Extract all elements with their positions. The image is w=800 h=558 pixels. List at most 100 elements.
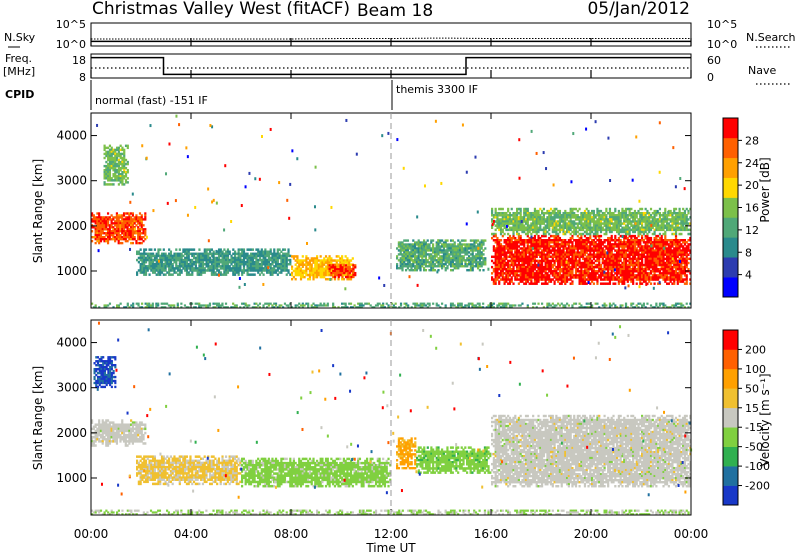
heatmap-cell — [484, 263, 486, 265]
date-label: 05/Jan/2012 — [587, 0, 690, 19]
heatmap-cell — [554, 282, 556, 284]
heatmap-cell — [337, 278, 339, 280]
heatmap-cell — [518, 233, 520, 235]
cpid-mode-themis: themis 3300 IF — [396, 83, 478, 96]
heatmap-cell — [500, 239, 502, 241]
heatmap-cell — [112, 183, 114, 185]
heatmap-cell — [593, 282, 595, 284]
heatmap-cell — [512, 282, 514, 284]
heatmap-cell — [548, 233, 550, 235]
heatmap-cell — [334, 278, 336, 280]
heatmap-cell — [484, 247, 486, 249]
heatmap-cell — [482, 253, 484, 255]
freq-label-line1: Freq. — [5, 52, 32, 65]
heatmap-cell — [127, 177, 129, 179]
heatmap-cell — [107, 242, 109, 244]
heatmap-cell — [632, 282, 634, 284]
heatmap-cell — [179, 248, 181, 250]
nsearch-tick-bottom: 10^0 — [707, 38, 737, 51]
heatmap-cell — [309, 278, 311, 280]
freq-label-line2: [MHz] — [3, 65, 35, 78]
heatmap-cell — [686, 282, 688, 284]
freq-tick-top: 18 — [72, 54, 86, 67]
heatmap-cell — [511, 208, 513, 210]
nave-label: Nave — [748, 64, 776, 77]
heatmap-cell — [238, 273, 240, 275]
heatmap-cell — [150, 248, 152, 250]
heatmap-cell — [198, 248, 200, 250]
heatmap-cell — [354, 266, 356, 268]
heatmap-cell — [446, 267, 448, 269]
heatmap-cell — [142, 224, 144, 226]
heatmap-cell — [148, 273, 150, 275]
freq-series — [91, 58, 691, 78]
heatmap-cell — [401, 269, 403, 271]
heatmap-cell — [343, 278, 345, 280]
heatmap-cell — [163, 248, 165, 250]
heatmap-cell — [484, 239, 486, 241]
heatmap-cell — [107, 212, 109, 214]
heatmap-cell — [495, 282, 497, 284]
heatmap-cell — [498, 282, 500, 284]
heatmap-cell — [596, 282, 598, 284]
heatmap-cell — [427, 239, 429, 241]
heatmap-cell — [262, 273, 264, 275]
heatmap-cell — [354, 274, 356, 276]
heatmap-cell — [193, 248, 195, 250]
heatmap-cell — [252, 248, 254, 250]
heatmap-cell — [320, 255, 322, 257]
heatmap-cell — [121, 242, 123, 244]
heatmap-cell — [145, 273, 147, 275]
heatmap-cell — [543, 208, 545, 210]
heatmap-cell — [479, 269, 481, 271]
heatmap-cell — [181, 271, 183, 273]
heatmap-cell — [145, 248, 147, 250]
heatmap-cell — [127, 171, 129, 173]
nsky-series — [91, 38, 691, 46]
heatmap-cell — [127, 163, 129, 165]
heatmap-cell — [289, 263, 291, 265]
freq-tick-bottom: 8 — [79, 71, 86, 84]
heatmap-cell — [425, 269, 427, 271]
cpid-label: CPID — [5, 88, 34, 101]
heatmap-cell — [284, 248, 286, 250]
heatmap-cell — [434, 269, 436, 271]
heatmap-cell — [614, 282, 616, 284]
heatmap-cell — [609, 282, 611, 284]
heatmap-cell — [127, 147, 129, 149]
heatmap-cell — [654, 282, 656, 284]
heatmap-cell — [254, 273, 256, 275]
heatmap-cell — [673, 282, 675, 284]
heatmap-cell — [419, 269, 421, 271]
heatmap-cell — [175, 248, 177, 250]
heatmap-cell — [154, 248, 156, 250]
heatmap-cell — [446, 239, 448, 241]
heatmap-cell — [636, 282, 638, 284]
heatmap-cell — [512, 233, 514, 235]
heatmap-cell — [482, 269, 484, 271]
heatmap-cell — [132, 242, 134, 244]
nsky-label: N.Sky — [4, 31, 36, 44]
heatmap-cell — [302, 255, 304, 257]
heatmap-cell — [295, 278, 297, 280]
heatmap-cell — [504, 233, 506, 235]
nsearch-tick-top: 10^5 — [707, 18, 737, 31]
heatmap-cell — [144, 218, 146, 220]
heatmap-cell — [352, 257, 354, 259]
nsky-tick-bottom: 10^0 — [56, 38, 86, 51]
nsky-tick-top: 10^5 — [56, 18, 86, 31]
station-title: Christmas Valley West (fitACF) — [92, 0, 350, 19]
heatmap-cell — [140, 248, 142, 250]
heatmap-cell — [491, 227, 493, 229]
heatmap-cell — [350, 278, 352, 280]
heatmap-cell — [548, 229, 550, 231]
heatmap-cell — [407, 239, 409, 241]
heatmap-cell — [432, 239, 434, 241]
nave-tick-top: 60 — [707, 54, 721, 67]
heatmap-cell — [464, 239, 466, 241]
heatmap-cell — [341, 276, 343, 278]
heatmap-cell — [127, 181, 129, 183]
heatmap-cell — [623, 282, 625, 284]
heatmap-cell — [600, 235, 602, 237]
